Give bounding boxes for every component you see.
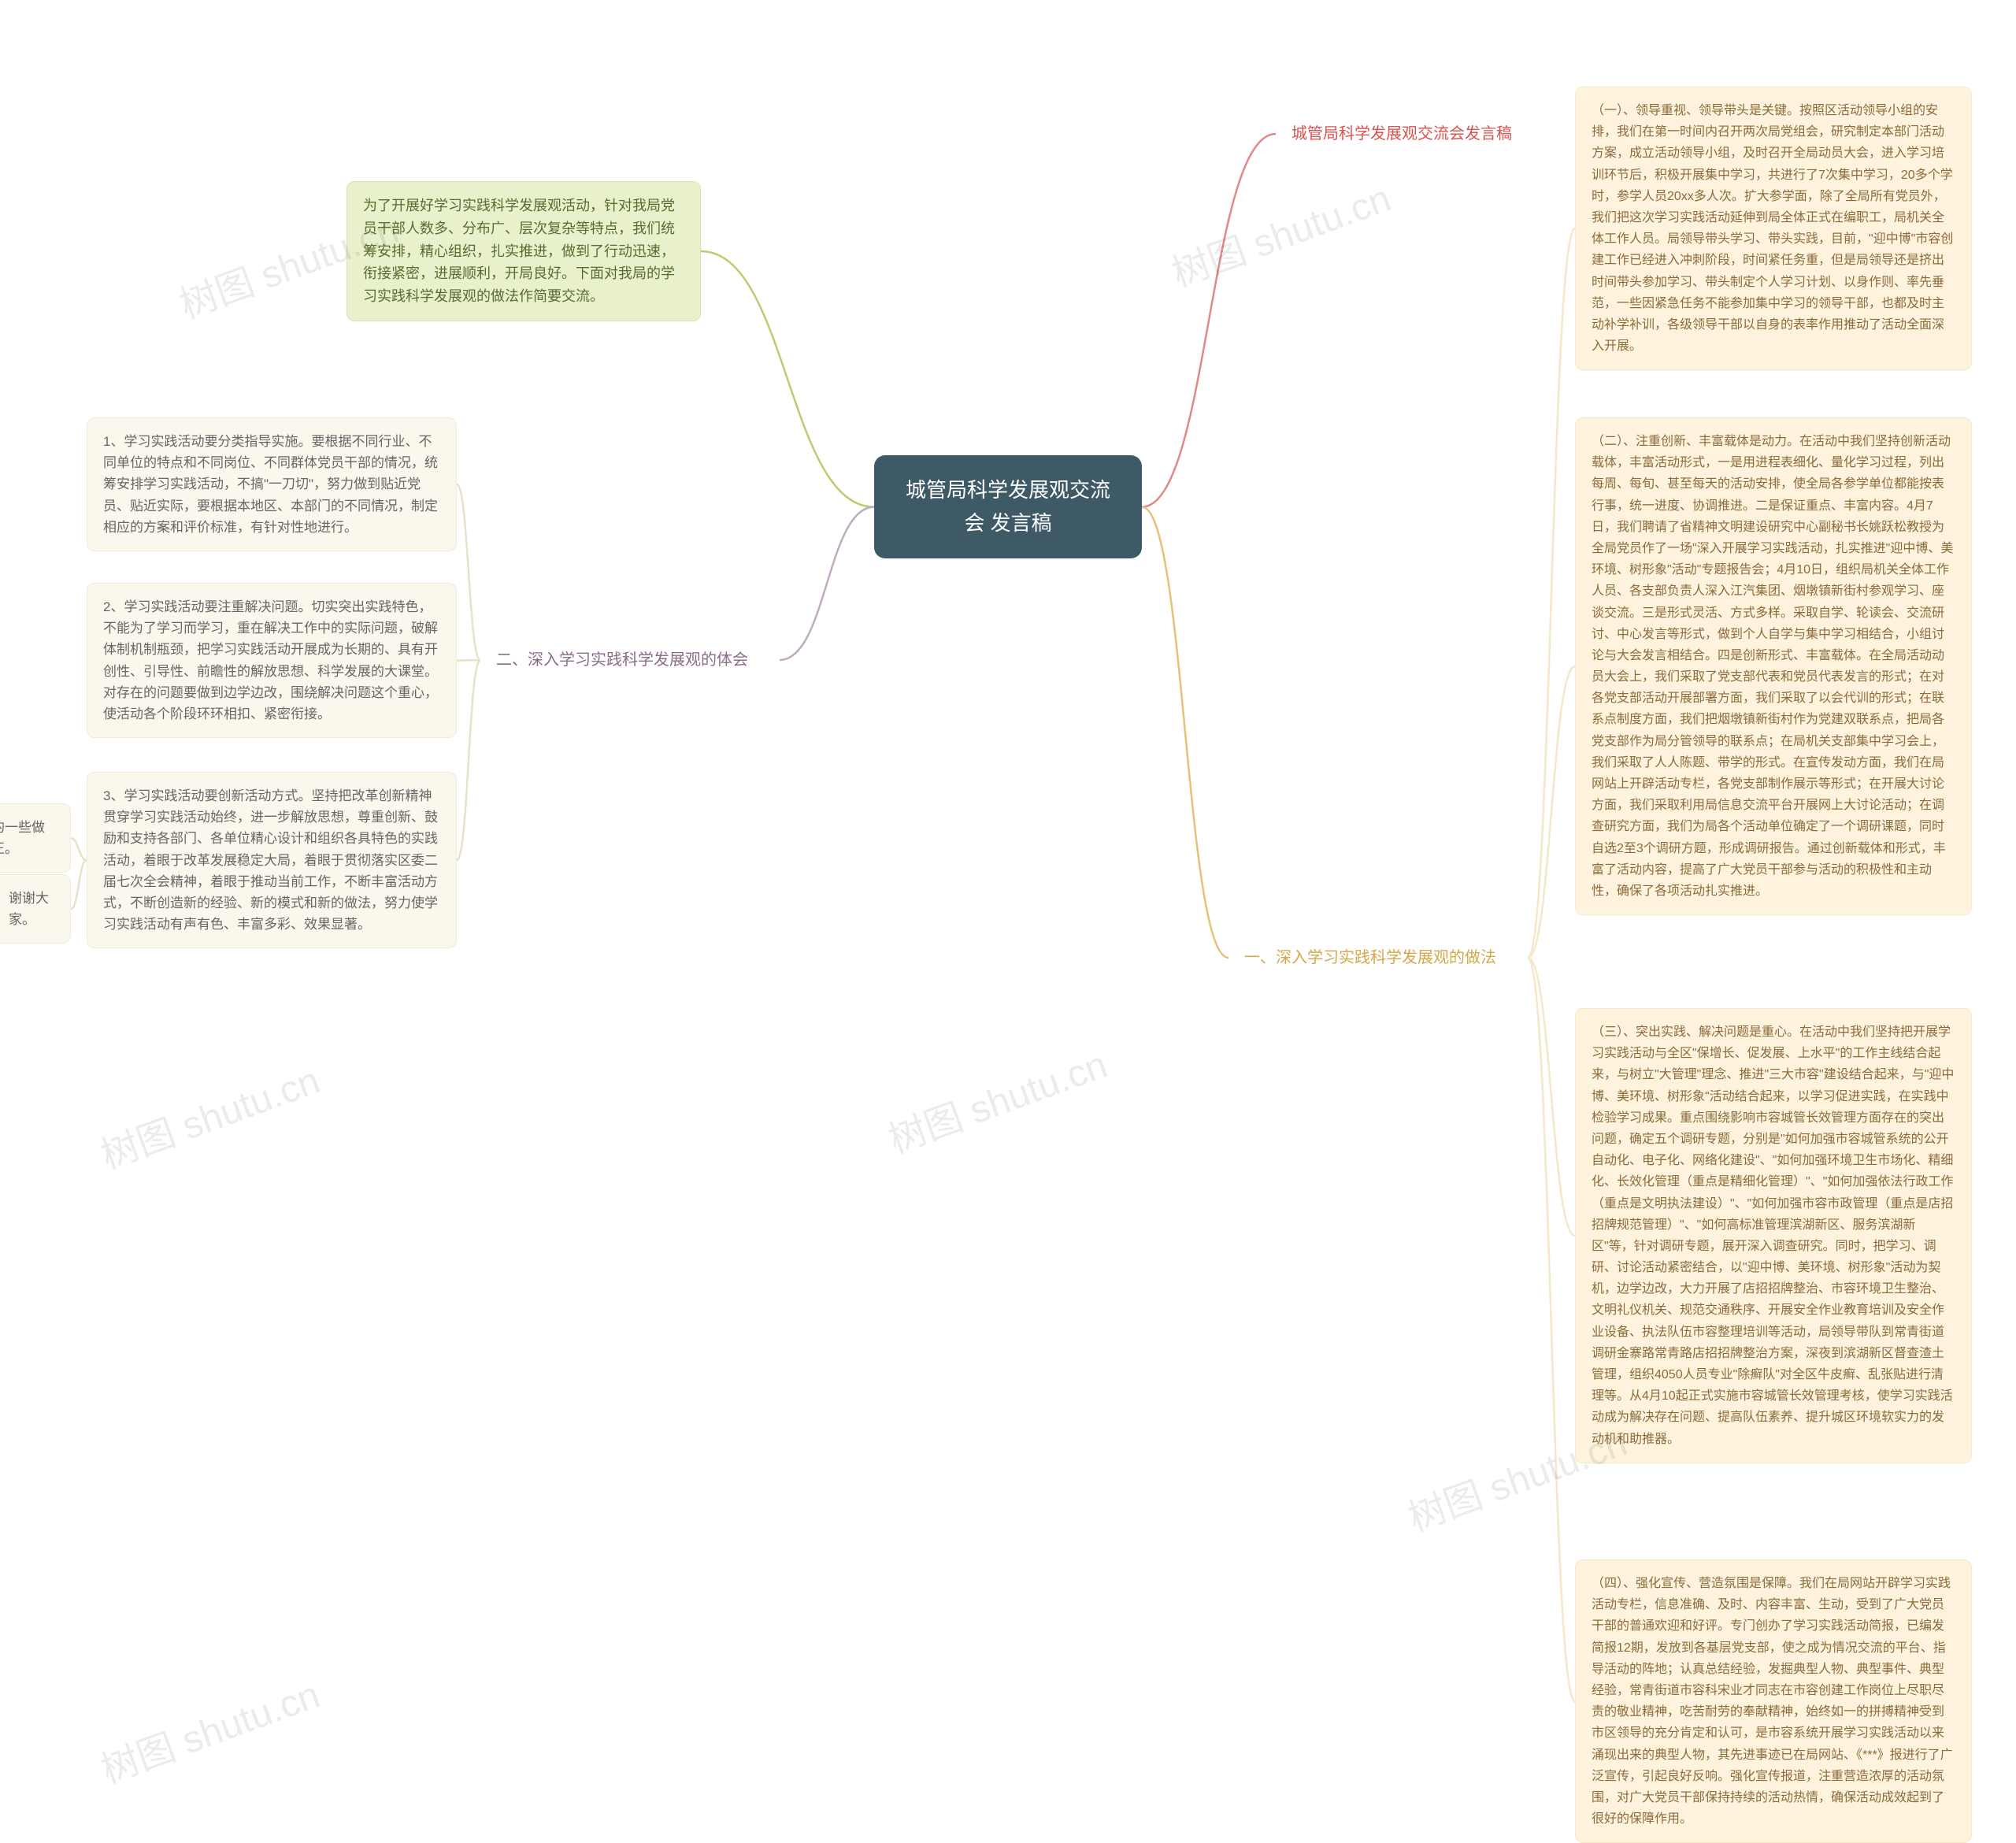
watermark: 树图 shutu.cn xyxy=(880,1033,1114,1163)
edge xyxy=(1528,228,1575,958)
title-node: 城管局科学发展观交流会发言稿 xyxy=(1276,109,1575,159)
intro-node: 为了开展好学习实践科学发展观活动，针对我局党员干部人数多、分布广、层次复杂等特点… xyxy=(346,181,701,321)
section-2-para-1: 1、学习实践活动要分类指导实施。要根据不同行业、不同单位的特点和不同岗位、不同群… xyxy=(87,417,457,551)
section-1-para-3: （三）、突出实践、解决问题是重心。在活动中我们坚持把开展学习实践活动与全区"保增… xyxy=(1575,1008,1972,1463)
edge xyxy=(780,507,874,660)
edge xyxy=(71,838,87,860)
central-node: 城管局科学发展观交流会 发言稿 xyxy=(874,455,1142,558)
edge xyxy=(71,860,87,909)
edge xyxy=(457,484,480,660)
closing-remark-1: 以上就是我们在学习实践活动中的一些做法和体会，不足之处敬请批评指正。 xyxy=(0,803,71,873)
edge xyxy=(1142,507,1228,958)
edge xyxy=(1142,134,1276,507)
section-1-para-2: （二）、注重创新、丰富载体是动力。在活动中我们坚持创新活动载体，丰富活动形式，一… xyxy=(1575,417,1972,915)
edge xyxy=(1528,666,1575,958)
section-2-para-2: 2、学习实践活动要注重解决问题。切实突出实践特色，不能为了学习而学习，重在解决工… xyxy=(87,583,457,738)
section-2-title: 二、深入学习实践科学发展观的体会 xyxy=(480,635,780,685)
watermark: 树图 shutu.cn xyxy=(92,1049,326,1179)
edge xyxy=(457,660,480,860)
edge xyxy=(457,660,480,661)
closing-remark-2: 谢谢大家。 xyxy=(0,874,71,944)
section-1-para-4: （四）、强化宣传、营造氛围是保障。我们在局网站开辟学习实践活动专栏，信息准确、及… xyxy=(1575,1559,1972,1843)
watermark: 树图 shutu.cn xyxy=(92,1663,326,1793)
edge xyxy=(701,251,874,507)
section-1-title: 一、深入学习实践科学发展观的做法 xyxy=(1228,933,1528,983)
edge xyxy=(1528,958,1575,1236)
watermark: 树图 shutu.cn xyxy=(1163,167,1397,297)
edge xyxy=(1528,958,1575,1701)
section-2-para-3: 3、学习实践活动要创新活动方式。坚持把改革创新精神贯穿学习实践活动始终，进一步解… xyxy=(87,772,457,948)
section-1-para-1: （一）、领导重视、领导带头是关键。按照区活动领导小组的安排，我们在第一时间内召开… xyxy=(1575,87,1972,370)
